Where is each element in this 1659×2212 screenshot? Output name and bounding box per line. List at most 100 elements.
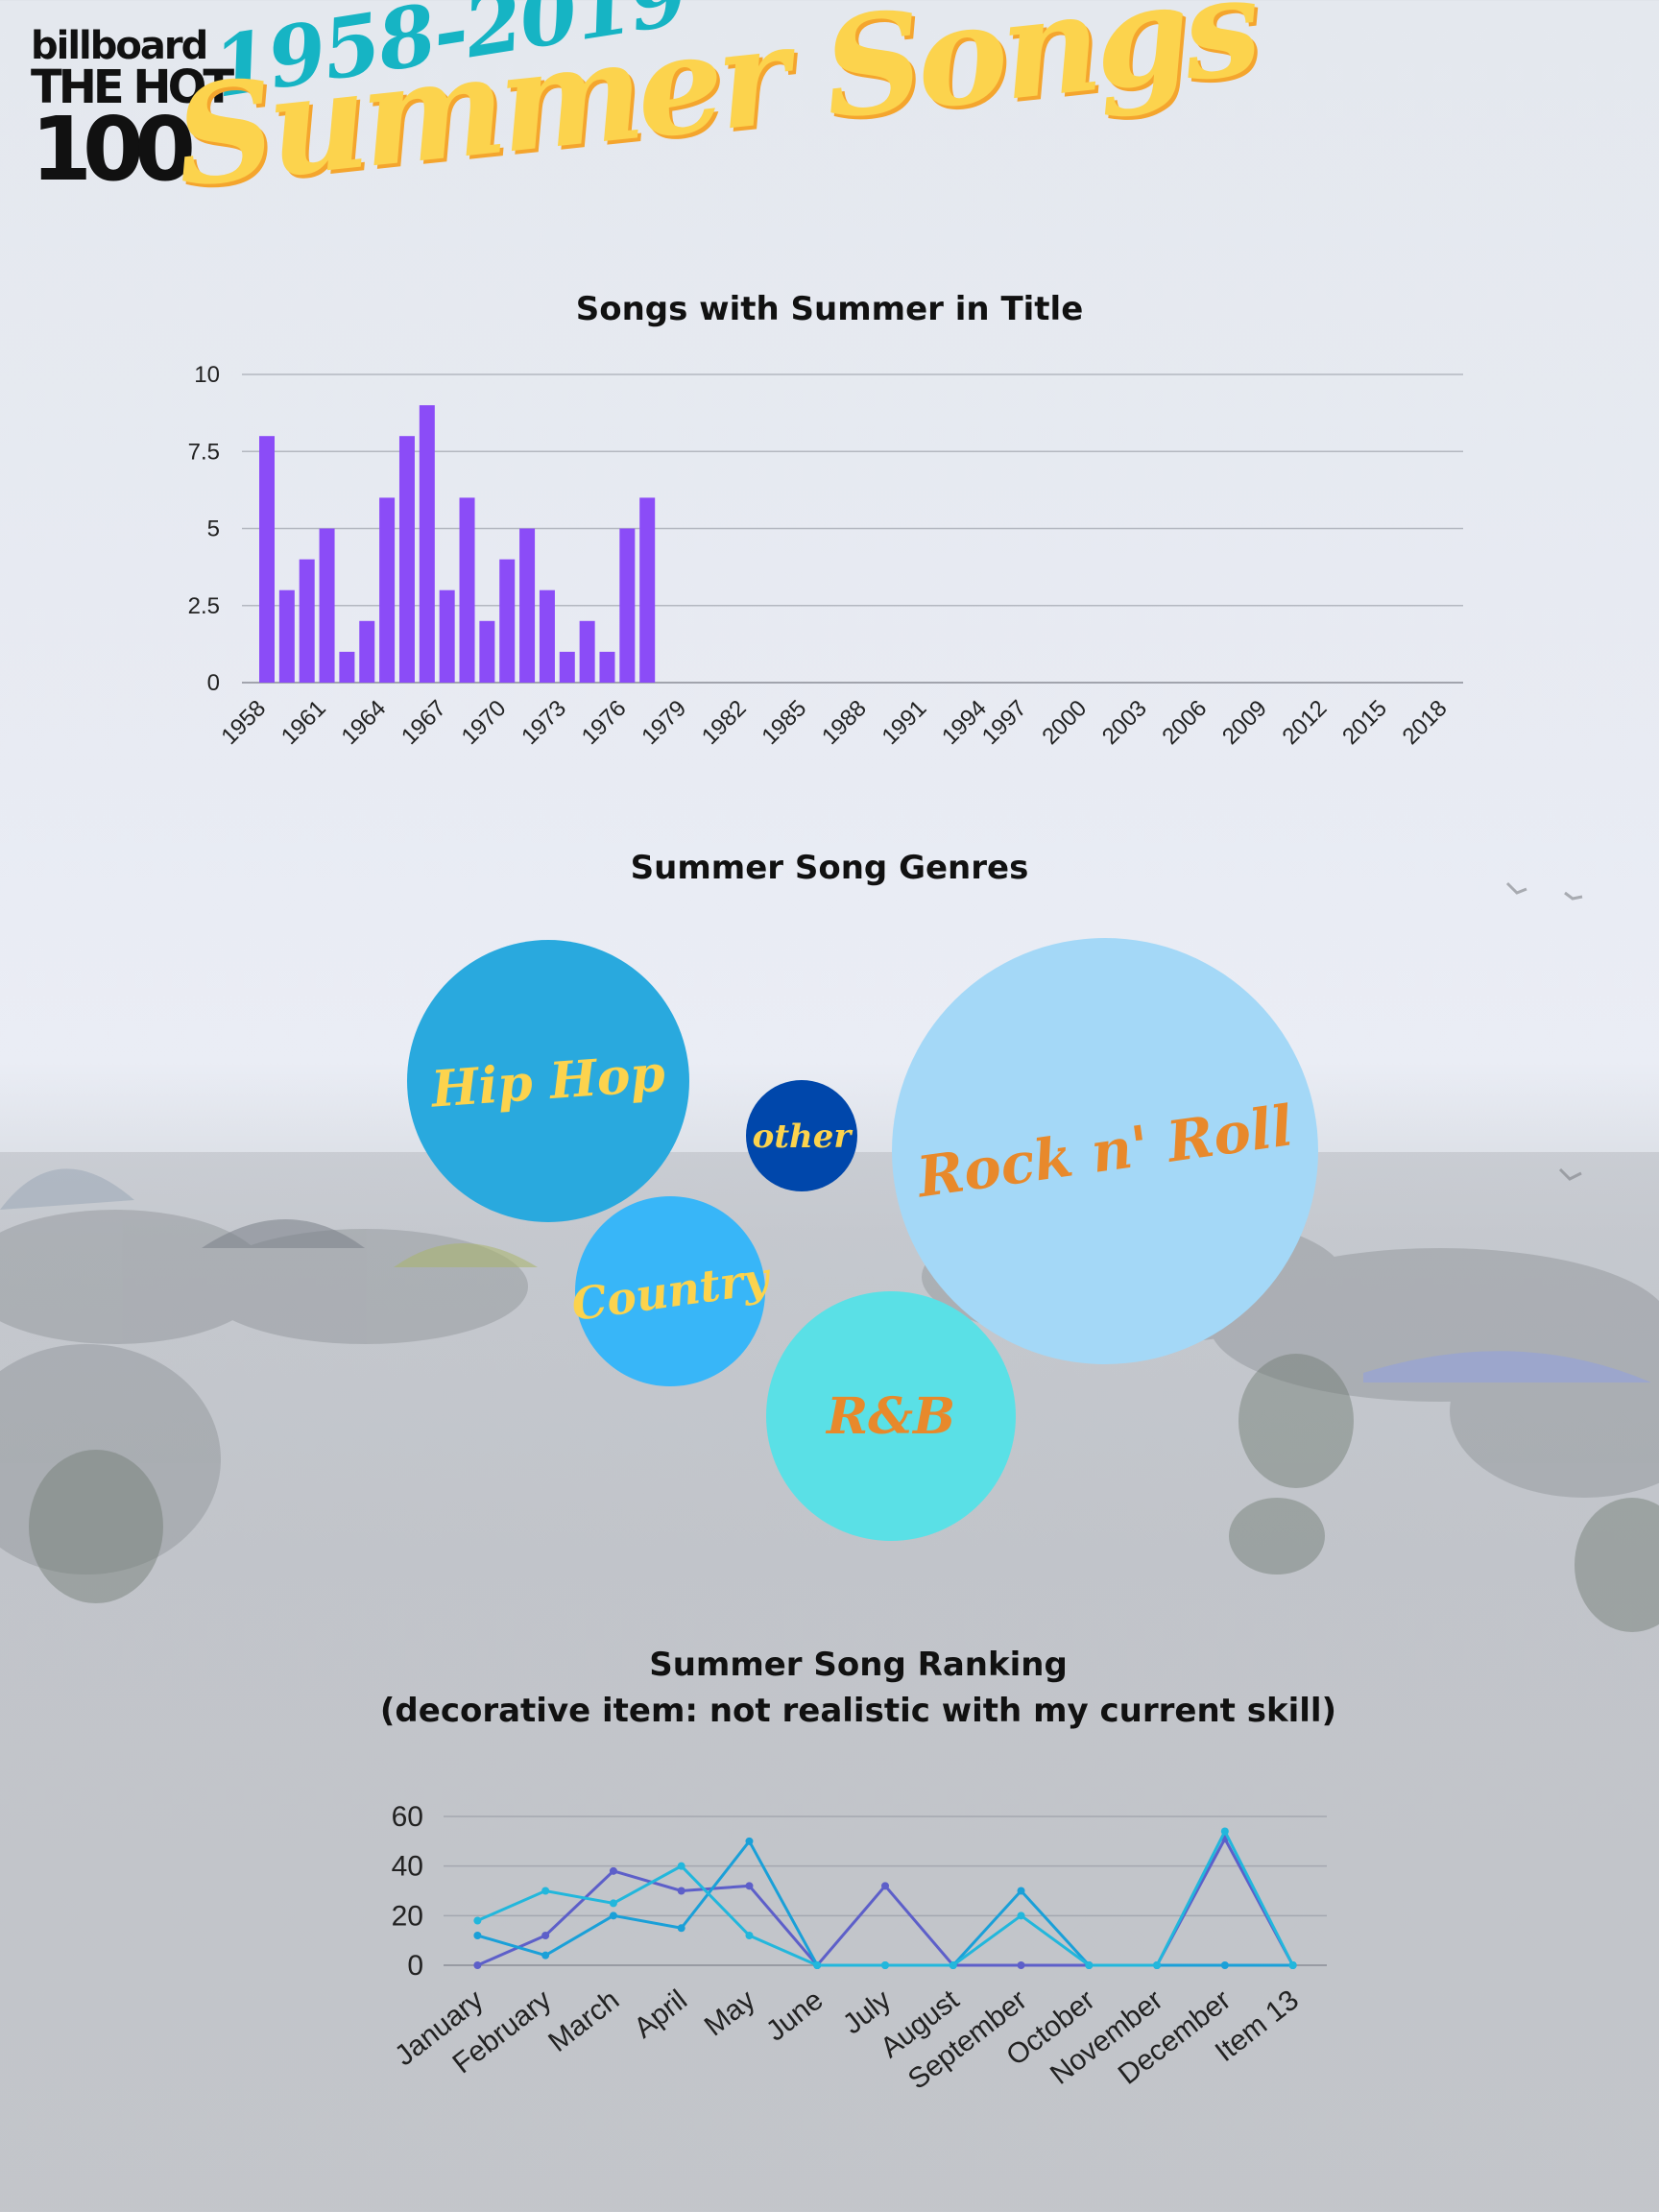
series-point <box>813 1961 822 1969</box>
series-point <box>677 1862 685 1870</box>
bar <box>419 405 435 683</box>
genre-bubble <box>892 938 1318 1364</box>
bar <box>599 651 615 683</box>
x-tick-label: 1985 <box>757 695 811 750</box>
y-tick-label: 2.5 <box>188 593 220 619</box>
x-tick-label: 1961 <box>276 695 331 750</box>
x-tick-label: 2009 <box>1217 695 1272 750</box>
y-tick-label: 5 <box>207 517 220 542</box>
series-point <box>677 1887 685 1895</box>
genre-bubble-label: R&B <box>825 1387 955 1446</box>
x-tick-label: 1994 <box>937 695 992 750</box>
series-point <box>745 1837 754 1845</box>
series-point <box>609 1911 617 1920</box>
series-point <box>1288 1961 1297 1969</box>
genre-bubble-label: other <box>753 1118 854 1156</box>
series-point <box>1220 1827 1229 1836</box>
bar-chart-title: Songs with Summer in Title <box>575 290 1084 328</box>
bar <box>319 528 335 683</box>
x-tick-label: 1997 <box>977 695 1032 750</box>
x-tick-label: 1991 <box>878 695 932 750</box>
bar <box>559 651 575 683</box>
series-point <box>881 1961 889 1969</box>
bubble-chart-title: Summer Song Genres <box>630 849 1029 887</box>
bar <box>278 589 295 683</box>
series-point <box>609 1866 617 1875</box>
bar <box>499 559 516 683</box>
bar <box>259 436 275 683</box>
genre-bubble <box>746 1080 857 1191</box>
x-tick-label: June <box>760 1984 830 2048</box>
x-tick-label: April <box>628 1984 693 2045</box>
line-chart-title-line1: Summer Song Ranking <box>649 1646 1068 1684</box>
x-tick-label: March <box>542 1984 625 2058</box>
genre-bubble <box>407 940 689 1222</box>
x-tick-label: 1967 <box>397 695 451 750</box>
y-tick-label: 20 <box>392 1900 423 1932</box>
bar <box>359 620 375 683</box>
bar <box>579 620 595 683</box>
x-tick-label: 1964 <box>337 695 392 750</box>
x-tick-label: May <box>699 1984 761 2043</box>
bar <box>439 589 455 683</box>
logo-billboard-text: billboard <box>31 24 208 68</box>
y-tick-label: 10 <box>194 362 220 388</box>
x-tick-label: 2000 <box>1037 695 1092 750</box>
billboard-hot-100-logo: billboard THE HOT 100 <box>31 24 234 201</box>
x-tick-label: 2012 <box>1278 695 1333 750</box>
genre-bubble <box>766 1291 1016 1541</box>
series-point <box>473 1932 482 1939</box>
x-tick-label: 2003 <box>1097 695 1152 750</box>
series-point <box>677 1924 685 1933</box>
series-point <box>541 1932 550 1939</box>
bar <box>299 559 315 683</box>
x-tick-label: 1976 <box>577 695 632 750</box>
y-tick-label: 0 <box>407 1950 423 1982</box>
x-tick-label: 1970 <box>457 695 512 750</box>
x-tick-label: 2018 <box>1398 695 1453 750</box>
bar <box>479 620 495 683</box>
series-point <box>881 1882 889 1890</box>
y-tick-label: 60 <box>392 1801 423 1833</box>
y-tick-label: 0 <box>207 670 220 696</box>
y-tick-label: 40 <box>392 1851 423 1883</box>
genre-bubble <box>575 1196 765 1386</box>
series-point <box>473 1916 482 1925</box>
x-tick-label: 2006 <box>1157 695 1212 750</box>
x-tick-label: 1958 <box>216 695 271 750</box>
series-point <box>1085 1961 1094 1969</box>
bar <box>519 528 536 683</box>
bar <box>379 497 396 683</box>
series-point <box>1017 1887 1025 1895</box>
series-point <box>609 1899 617 1908</box>
y-tick-label: 7.5 <box>188 439 220 465</box>
x-tick-label: 1979 <box>637 695 691 750</box>
x-tick-label: 2015 <box>1337 695 1392 750</box>
x-tick-label: 1973 <box>517 695 571 750</box>
series-point <box>541 1951 550 1960</box>
series-point <box>1017 1911 1025 1920</box>
bar <box>459 497 475 683</box>
series-line <box>476 1828 1294 1967</box>
series-point <box>745 1882 754 1890</box>
series-point <box>1220 1961 1229 1969</box>
series-point <box>949 1961 957 1969</box>
series-line <box>476 1839 1293 1967</box>
series-point <box>1153 1961 1162 1969</box>
bar <box>398 436 415 683</box>
line-chart-title-line2: (decorative item: not realistic with my … <box>379 1692 1337 1730</box>
series-point <box>541 1887 550 1895</box>
x-tick-label: 1982 <box>697 695 752 750</box>
line-chart-title: Summer Song Ranking (decorative item: no… <box>0 1642 1659 1734</box>
x-tick-label: 1988 <box>817 695 872 750</box>
bar <box>539 589 555 683</box>
bar <box>339 651 355 683</box>
bar <box>639 497 656 683</box>
series-point <box>473 1961 482 1969</box>
bar <box>619 528 636 683</box>
series-point <box>745 1932 754 1939</box>
logo-100-text: 100 <box>31 98 196 201</box>
